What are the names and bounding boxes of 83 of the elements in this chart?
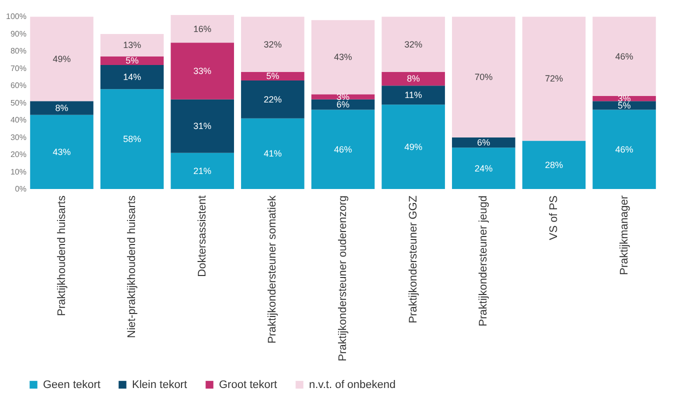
data-label: 22% <box>264 94 282 104</box>
data-label: 46% <box>615 51 634 62</box>
data-label: 3% <box>336 92 350 102</box>
data-label: 43% <box>334 52 352 62</box>
data-label: 24% <box>474 163 493 174</box>
bar <box>592 101 656 110</box>
y-tick-label: 30% <box>10 132 26 142</box>
y-tick-label: 50% <box>10 98 26 108</box>
bar <box>382 16 445 72</box>
data-label: 11% <box>404 90 422 100</box>
x-tick-label: Praktijkondersteuner jeugd <box>478 196 490 326</box>
data-label: 46% <box>615 144 634 154</box>
y-tick-label: 10% <box>10 167 26 176</box>
bar <box>382 86 445 105</box>
data-label: 32% <box>264 39 282 50</box>
bar <box>241 16 304 72</box>
bar <box>100 64 164 90</box>
data-label: 14% <box>123 72 142 82</box>
bar <box>592 110 656 189</box>
bar <box>382 104 445 189</box>
bar <box>100 89 164 189</box>
y-tick-label: 0% <box>14 184 26 194</box>
y-tick-label: 20% <box>10 150 26 160</box>
legend-label: Klein tekort <box>132 378 188 391</box>
data-label: 70% <box>474 72 493 82</box>
bar <box>241 118 304 189</box>
data-label: 31% <box>193 121 212 132</box>
data-label: 8% <box>406 74 420 84</box>
y-tick-label: 90% <box>10 29 26 38</box>
data-label: 28% <box>544 160 563 170</box>
data-label: 13% <box>123 40 142 50</box>
bar <box>522 140 586 189</box>
y-tick-label: 100% <box>6 12 26 22</box>
y-tick-label: 40% <box>10 116 26 125</box>
data-label: 6% <box>477 137 490 148</box>
data-label: 43% <box>52 146 71 157</box>
x-tick-label: Praktijkondersteuner ouderenzorg <box>337 196 349 362</box>
bar <box>170 99 234 153</box>
data-label: 6% <box>336 100 350 110</box>
bar <box>170 42 234 100</box>
bar <box>311 99 375 110</box>
bar <box>382 72 445 86</box>
bar <box>452 16 516 138</box>
x-tick-label: Doktersassistent <box>196 196 208 277</box>
bar <box>30 114 94 189</box>
data-label: 16% <box>193 24 212 34</box>
bar <box>241 80 304 118</box>
x-tick-label: Praktijkhoudend huisarts <box>56 195 68 316</box>
y-tick-label: 70% <box>10 64 26 73</box>
data-label: 58% <box>123 134 142 144</box>
data-label: 5% <box>266 71 280 82</box>
legend-label: Geen tekort <box>43 378 100 391</box>
data-label: 21% <box>193 166 212 176</box>
bar <box>311 94 375 100</box>
bar <box>241 72 304 80</box>
bar <box>170 15 234 43</box>
data-label: 41% <box>264 148 282 159</box>
bar <box>100 34 164 56</box>
x-tick-label: Praktijkmanager <box>618 195 630 275</box>
bar <box>311 110 375 189</box>
x-tick-label: Praktijkondersteuner somatiek <box>266 195 279 344</box>
legend-label: n.v.t. of onbekend <box>309 378 396 391</box>
data-label: 46% <box>334 144 352 154</box>
legend-label: Groot tekort <box>219 378 278 391</box>
bar <box>30 16 94 102</box>
bar <box>311 20 375 94</box>
bar <box>170 152 234 189</box>
y-tick-label: 60% <box>10 81 26 90</box>
bar <box>452 148 516 189</box>
x-tick-label: VS of PS <box>548 196 560 240</box>
data-label: 72% <box>544 74 563 84</box>
y-tick-label: 80% <box>10 46 26 56</box>
x-tick-label: Niet-praktijkhoudend huisarts <box>126 195 138 338</box>
data-label: 32% <box>404 39 422 50</box>
bar <box>522 16 586 141</box>
data-label: 8% <box>55 103 68 114</box>
data-label: 5% <box>126 56 139 66</box>
x-tick-label: Praktijkondersteuner GGZ <box>407 195 420 324</box>
data-label: 49% <box>52 54 71 64</box>
data-label: 33% <box>193 66 212 76</box>
data-label: 49% <box>404 142 422 152</box>
bar <box>30 101 94 115</box>
bar <box>592 16 656 96</box>
